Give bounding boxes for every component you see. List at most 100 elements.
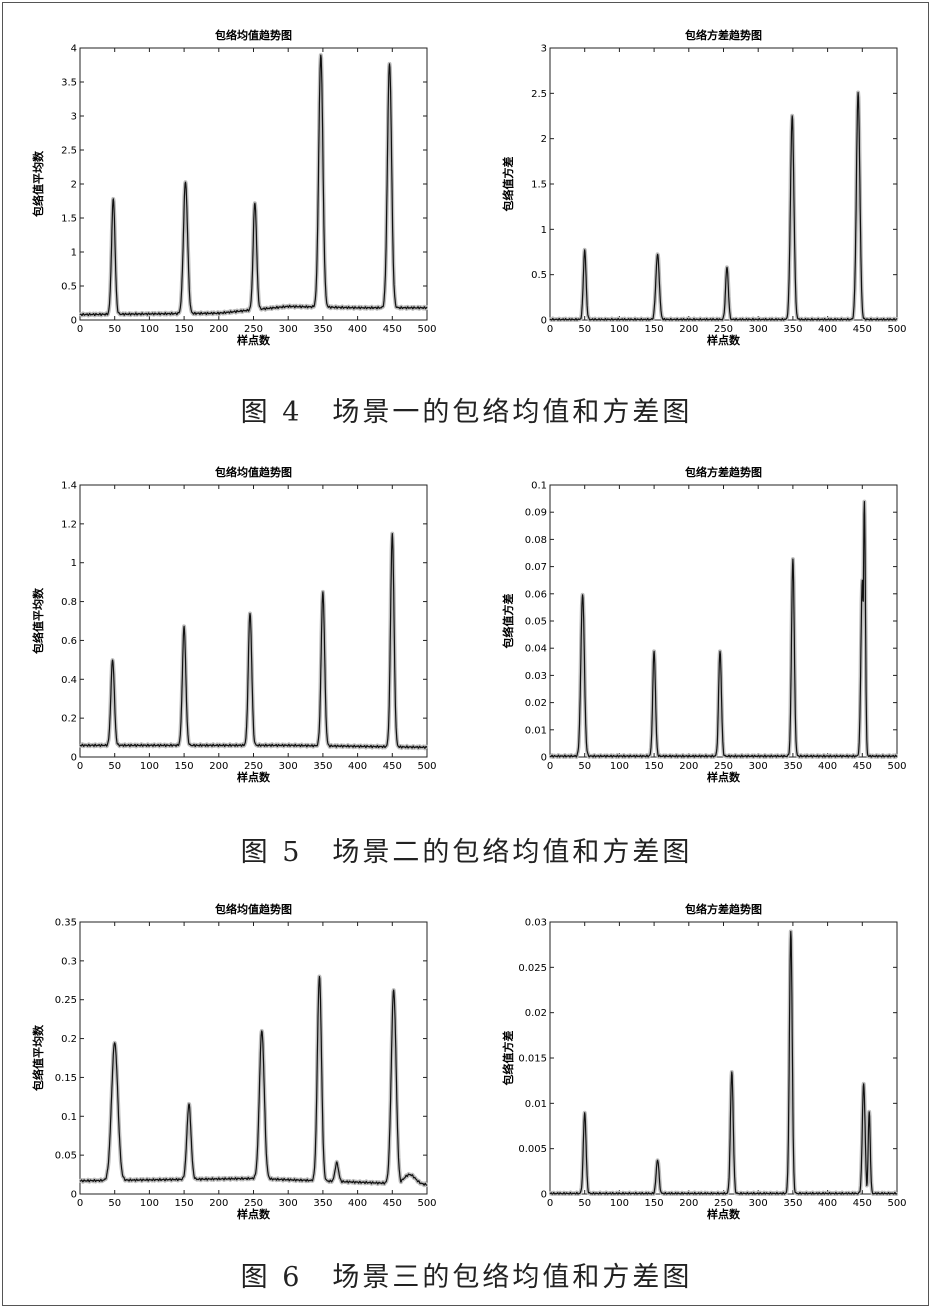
x-tick-label: 150 xyxy=(175,1198,194,1209)
y-tick-label: 1.5 xyxy=(531,180,547,191)
x-tick-label: 0 xyxy=(547,324,553,335)
caption-figure-4: 图 4 场景一的包络均值和方差图 xyxy=(240,397,693,428)
series-line xyxy=(79,975,428,1186)
chart-title: 包络均值趋势图 xyxy=(214,28,292,42)
x-tick-label: 300 xyxy=(279,324,298,335)
y-tick-label: 0.03 xyxy=(525,918,547,929)
chart-svg: 包络方差趋势图 0 50 100 150 200 250 300 350 400 450 500 0 0.… xyxy=(501,902,907,1221)
y-tick-label: 0.3 xyxy=(61,956,77,967)
x-tick-label: 50 xyxy=(108,324,121,335)
x-tick-label: 150 xyxy=(175,761,194,772)
x-axis-label: 样点数 xyxy=(237,333,271,347)
x-tick-label: 50 xyxy=(108,1198,121,1209)
y-tick-label: 0.1 xyxy=(531,481,547,492)
x-tick-label: 100 xyxy=(610,1198,629,1209)
chart-svg: 包络均值趋势图 0 50 100 150 200 250 300 350 400 450 500 0 0.… xyxy=(31,28,437,347)
x-tick-label: 200 xyxy=(209,324,228,335)
x-axis-label: 样点数 xyxy=(707,770,741,784)
x-tick-label: 350 xyxy=(783,324,802,335)
x-tick-label: 150 xyxy=(645,1198,664,1209)
caption-figure-6: 图 6 场景三的包络均值和方差图 xyxy=(240,1262,693,1293)
y-tick-label: 0.25 xyxy=(55,995,77,1006)
x-tick-label: 300 xyxy=(749,324,768,335)
series-line xyxy=(79,54,428,317)
x-tick-label: 200 xyxy=(679,324,698,335)
x-tick-label: 0 xyxy=(77,324,83,335)
y-axis-label: 包络值平均数 xyxy=(31,1024,45,1092)
y-tick-label: 0 xyxy=(541,753,547,764)
x-tick-label: 400 xyxy=(348,761,367,772)
y-tick-label: 0.07 xyxy=(525,562,547,573)
y-tick-label: 0.015 xyxy=(518,1054,547,1065)
x-axis-label: 样点数 xyxy=(707,1207,741,1221)
x-tick-label: 100 xyxy=(140,761,159,772)
y-tick-label: 0.04 xyxy=(525,644,547,655)
y-tick-label: 2 xyxy=(541,134,547,145)
y-tick-label: 0.025 xyxy=(518,963,547,974)
y-tick-label: 1.2 xyxy=(61,519,77,530)
y-tick-label: 3.5 xyxy=(61,78,77,89)
x-tick-label: 400 xyxy=(818,324,837,335)
chart-scene2-mean: 包络均值趋势图 0 50 100 150 200 250 300 350 400 450 500 0 0.… xyxy=(10,457,450,797)
y-tick-label: 0 xyxy=(541,316,547,327)
chart-title: 包络均值趋势图 xyxy=(214,465,292,479)
x-tick-label: 50 xyxy=(578,761,591,772)
x-tick-label: 250 xyxy=(714,1198,733,1209)
y-tick-label: 1 xyxy=(541,225,547,236)
x-tick-label: 200 xyxy=(209,761,228,772)
x-tick-label: 500 xyxy=(417,761,436,772)
x-tick-label: 450 xyxy=(853,761,872,772)
y-tick-label: 0.09 xyxy=(525,508,547,519)
chart-scene2-variance: 包络方差趋势图 0 50 100 150 200 250 300 350 400 450 500 0 0.… xyxy=(480,457,920,797)
x-tick-label: 450 xyxy=(853,1198,872,1209)
x-tick-label: 200 xyxy=(679,761,698,772)
x-tick-label: 350 xyxy=(783,761,802,772)
x-tick-label: 250 xyxy=(714,761,733,772)
x-tick-label: 350 xyxy=(783,1198,802,1209)
x-tick-label: 450 xyxy=(853,324,872,335)
y-tick-label: 0.08 xyxy=(525,535,547,546)
x-tick-label: 500 xyxy=(417,1198,436,1209)
chart-title: 包络方差趋势图 xyxy=(684,465,762,479)
chart-title: 包络均值趋势图 xyxy=(214,902,292,916)
chart-svg: 包络方差趋势图 0 50 100 150 200 250 300 350 400 450 500 0 0.… xyxy=(501,465,907,784)
x-tick-label: 50 xyxy=(108,761,121,772)
x-tick-label: 450 xyxy=(383,761,402,772)
plot-area xyxy=(549,47,898,321)
x-tick-label: 250 xyxy=(244,761,263,772)
x-tick-label: 100 xyxy=(610,324,629,335)
x-tick-label: 300 xyxy=(749,761,768,772)
x-tick-label: 150 xyxy=(175,324,194,335)
y-axis-label: 包络值平均数 xyxy=(31,587,45,655)
x-tick-label: 100 xyxy=(610,761,629,772)
x-tick-label: 0 xyxy=(547,761,553,772)
y-tick-label: 0 xyxy=(71,1190,77,1201)
x-tick-label: 450 xyxy=(383,324,402,335)
y-axis-label: 包络值方差 xyxy=(501,594,515,650)
y-tick-label: 2.5 xyxy=(531,89,547,100)
y-tick-label: 0.03 xyxy=(525,671,547,682)
x-tick-label: 250 xyxy=(714,324,733,335)
x-tick-label: 500 xyxy=(887,1198,906,1209)
chart-scene3-mean: 包络均值趋势图 0 50 100 150 200 250 300 350 400 450 500 0 0.… xyxy=(10,894,450,1234)
chart-svg: 包络方差趋势图 0 50 100 150 200 250 300 350 400 450 500 0 0.… xyxy=(501,28,907,347)
y-tick-label: 0.35 xyxy=(55,918,77,929)
y-tick-label: 0.5 xyxy=(61,282,77,293)
y-tick-label: 2.5 xyxy=(61,146,77,157)
y-tick-label: 1 xyxy=(71,248,77,259)
y-tick-label: 0.02 xyxy=(525,1008,547,1019)
chart-scene1-variance: 包络方差趋势图 0 50 100 150 200 250 300 350 400 450 500 0 0.… xyxy=(480,20,920,360)
y-tick-label: 0.1 xyxy=(61,1112,77,1123)
y-tick-label: 0.8 xyxy=(61,597,77,608)
x-tick-label: 100 xyxy=(140,324,159,335)
y-axis-label: 包络值平均数 xyxy=(31,150,45,218)
x-tick-label: 0 xyxy=(77,761,83,772)
chart-svg: 包络均值趋势图 0 50 100 150 200 250 300 350 400 450 500 0 0.… xyxy=(31,902,437,1221)
y-axis-label: 包络值方差 xyxy=(501,1031,515,1087)
x-tick-label: 500 xyxy=(887,324,906,335)
caption-figure-5: 图 5 场景二的包络均值和方差图 xyxy=(240,837,693,868)
y-tick-label: 0.05 xyxy=(525,617,547,628)
y-tick-label: 0.005 xyxy=(518,1144,547,1155)
x-tick-label: 450 xyxy=(383,1198,402,1209)
x-tick-label: 0 xyxy=(77,1198,83,1209)
